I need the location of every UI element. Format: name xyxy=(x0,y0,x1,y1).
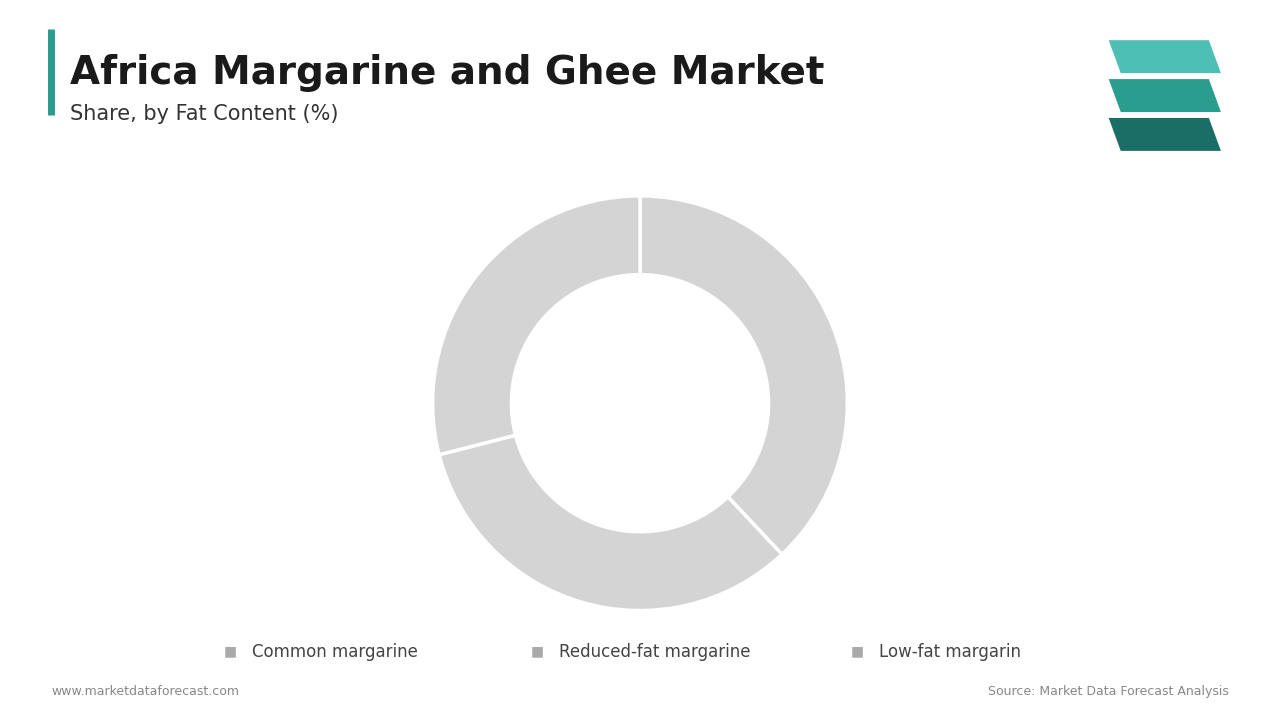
Wedge shape xyxy=(640,196,847,554)
Text: ■: ■ xyxy=(531,644,544,659)
Text: www.marketdataforecast.com: www.marketdataforecast.com xyxy=(51,685,239,698)
Text: ■: ■ xyxy=(851,644,864,659)
Wedge shape xyxy=(433,196,640,455)
Polygon shape xyxy=(1107,78,1222,113)
Text: Low-fat margarin: Low-fat margarin xyxy=(879,642,1021,661)
Text: Africa Margarine and Ghee Market: Africa Margarine and Ghee Market xyxy=(70,54,824,92)
Wedge shape xyxy=(439,435,782,611)
Polygon shape xyxy=(1107,117,1222,152)
Text: Reduced-fat margarine: Reduced-fat margarine xyxy=(559,642,751,661)
Text: Common margarine: Common margarine xyxy=(252,642,419,661)
Polygon shape xyxy=(1107,39,1222,74)
Text: Share, by Fat Content (%): Share, by Fat Content (%) xyxy=(70,104,339,125)
Text: Source: Market Data Forecast Analysis: Source: Market Data Forecast Analysis xyxy=(988,685,1229,698)
Text: ■: ■ xyxy=(224,644,237,659)
